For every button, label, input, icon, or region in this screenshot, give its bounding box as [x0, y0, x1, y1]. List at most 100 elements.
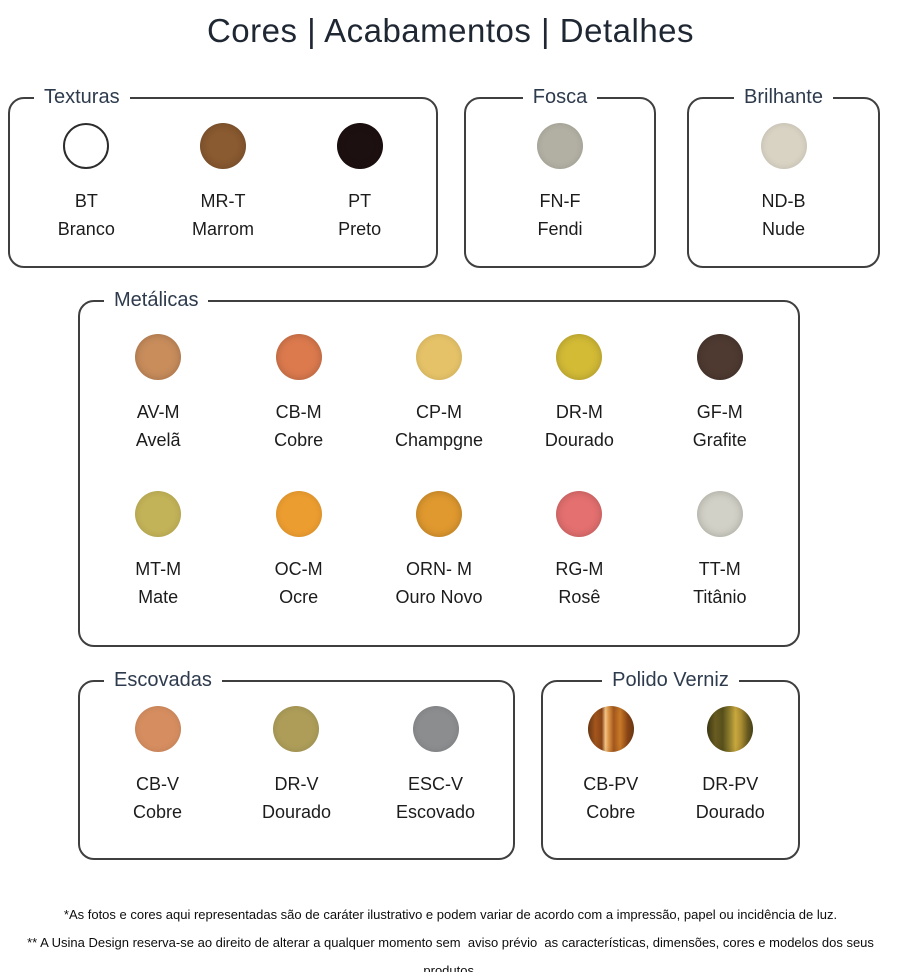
color-swatch-dot [556, 491, 603, 537]
swatch-CB-PV: CB-PV Cobre [583, 706, 638, 823]
group-texturas-grid: BT Branco MR-T Marrom PT Preto [18, 123, 428, 240]
group-brilhante-label: Brilhante [744, 86, 823, 108]
swatch-FN-F: FN-F Fendi [537, 123, 583, 240]
swatch-name: Mate [138, 587, 179, 607]
swatch-name: Champgne [394, 430, 484, 450]
color-swatch-dot [273, 706, 320, 752]
swatch-name: Branco [57, 219, 115, 239]
swatch-code: OC-M [274, 559, 323, 579]
swatch-code: CP-M [415, 402, 462, 422]
swatch-code: ORN- M [405, 559, 472, 579]
group-polido-verniz: Polido Verniz CB-PV Cobre DR-PV Dourado [541, 669, 800, 860]
swatch-name: Marrom [191, 219, 254, 239]
swatch-ORN-M: ORN- M Ouro Novo [395, 491, 483, 608]
swatch-MT-M: MT-M Mate [135, 491, 182, 608]
group-polido-verniz-grid: CB-PV Cobre DR-PV Dourado [551, 706, 790, 823]
swatch-code: GF-M [696, 402, 743, 422]
swatch-name: Ouro Novo [395, 587, 483, 607]
color-swatch-dot [63, 123, 110, 169]
swatch-code: MT-M [135, 559, 182, 579]
color-swatch-dot [134, 706, 181, 752]
swatch-code: AV-M [136, 402, 180, 422]
group-fosca-grid: FN-F Fendi [474, 123, 646, 240]
color-swatch-dot [696, 491, 743, 537]
swatch-name: Ocre [279, 587, 319, 607]
color-swatch-dot [760, 123, 807, 169]
swatch-code: ESC-V [407, 774, 463, 794]
swatch-name: Nude [761, 219, 806, 239]
color-swatch-dot [707, 706, 754, 752]
swatch-CB-M: CB-M Cobre [274, 334, 323, 451]
swatch-GF-M: GF-M Grafite [693, 334, 747, 451]
group-escovadas-grid: CB-V Cobre DR-V Dourado ESC-V Escovado [88, 706, 505, 823]
footnote-2: ** A Usina Design reserva-se ao direito … [27, 935, 878, 972]
group-fosca: Fosca FN-F Fendi [464, 86, 656, 268]
swatch-name: Avelã [135, 430, 181, 450]
swatch-code: TT-M [698, 559, 741, 579]
color-swatch-dot [587, 706, 634, 752]
group-brilhante-grid: ND-B Nude [697, 123, 870, 240]
swatch-name: Dourado [695, 802, 765, 822]
swatch-code: CB-PV [583, 774, 639, 794]
swatch-RG-M: RG-M Rosê [555, 491, 603, 608]
group-texturas: Texturas BT Branco MR-T Marrom PT Preto [8, 86, 438, 268]
swatch-DR-M: DR-M Dourado [545, 334, 614, 451]
swatch-code: DR-PV [702, 774, 759, 794]
swatch-name: Cobre [132, 802, 183, 822]
swatch-DR-V: DR-V Dourado [262, 706, 331, 823]
swatch-code: CB-V [135, 774, 179, 794]
group-texturas-label: Texturas [44, 86, 120, 108]
color-swatch-dot [415, 334, 462, 380]
group-escovadas: Escovadas CB-V Cobre DR-V Dourado ESC-V … [78, 669, 515, 860]
group-fosca-label: Fosca [532, 86, 588, 108]
swatch-BT: BT Branco [58, 123, 115, 240]
swatch-name: Rosê [558, 587, 601, 607]
swatch-OC-M: OC-M Ocre [275, 491, 323, 608]
swatch-name: Preto [338, 219, 382, 239]
color-swatch-dot [135, 491, 182, 537]
swatch-code: DR-M [555, 402, 603, 422]
group-escovadas-label: Escovadas [114, 669, 212, 691]
page-title: Cores | Acabamentos | Detalhes [206, 12, 695, 49]
swatch-code: PT [348, 191, 372, 211]
swatch-code: FN-F [539, 191, 581, 211]
swatch-name: Fendi [537, 219, 583, 239]
swatch-code: ND-B [761, 191, 806, 211]
swatch-name: Grafite [692, 430, 747, 450]
color-swatch-dot [415, 491, 462, 537]
swatch-ESC-V: ESC-V Escovado [396, 706, 475, 823]
swatch-name: Dourado [544, 430, 614, 450]
footnote-1: *As fotos e cores aqui representadas são… [63, 907, 838, 922]
swatch-code: MR-T [200, 191, 246, 211]
swatch-CP-M: CP-M Champgne [395, 334, 483, 451]
color-swatch-dot [412, 706, 459, 752]
swatch-name: Titânio [693, 587, 747, 607]
color-swatch-dot [556, 334, 603, 380]
color-swatch-dot [537, 123, 583, 169]
swatch-code: RG-M [555, 559, 604, 579]
color-swatch-dot [696, 334, 743, 380]
color-swatch-dot [336, 123, 383, 169]
swatch-CB-V: CB-V Cobre [133, 706, 182, 823]
swatch-ND-B: ND-B Nude [760, 123, 807, 240]
swatch-PT: PT Preto [336, 123, 383, 240]
group-metalicas: Metálicas AV-M Avelã CB-M Cobre CP-M Cha… [78, 289, 800, 647]
swatch-name: Escovado [395, 802, 476, 822]
swatch-code: BT [74, 191, 98, 211]
color-swatch-dot [199, 123, 246, 169]
group-polido-verniz-label: Polido Verniz [612, 669, 729, 691]
swatch-code: DR-V [274, 774, 319, 794]
swatch-AV-M: AV-M Avelã [135, 334, 182, 451]
footnotes: *As fotos e cores aqui representadas são… [0, 901, 901, 972]
swatch-name: Cobre [274, 430, 324, 450]
swatch-name: Cobre [586, 802, 636, 822]
group-metalicas-label: Metálicas [114, 289, 199, 311]
swatch-TT-M: TT-M Titânio [693, 491, 746, 608]
color-swatch-dot [275, 491, 322, 537]
group-metalicas-grid: AV-M Avelã CB-M Cobre CP-M Champgne DR-M… [88, 334, 790, 608]
swatch-MR-T: MR-T Marrom [192, 123, 254, 240]
swatch-DR-PV: DR-PV Dourado [696, 706, 765, 823]
swatch-name: Dourado [261, 802, 332, 822]
color-swatch-dot [135, 334, 182, 380]
